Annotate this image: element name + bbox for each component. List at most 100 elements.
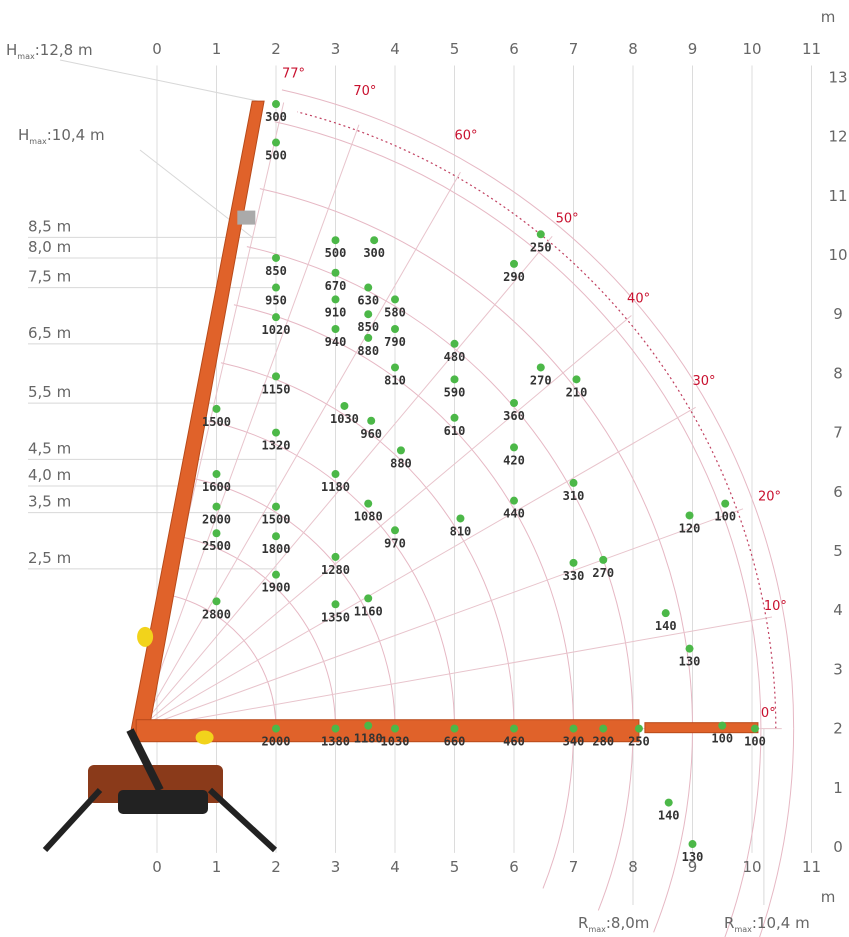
- load-point: [510, 443, 518, 452]
- load-points: 300 500 500 300 850 950 670 630 580 910 1020 850 940…: [202, 100, 766, 864]
- angle-label: 70°: [353, 84, 376, 99]
- radius-arc-lower: [724, 728, 762, 937]
- load-point: [272, 532, 280, 541]
- load-point: [364, 594, 373, 603]
- jib-extension: [644, 722, 759, 734]
- load-value: 420: [503, 453, 525, 467]
- x-tick-label-top: 3: [331, 40, 341, 58]
- load-point: [569, 558, 578, 567]
- load-point: [370, 236, 379, 245]
- height-label: 8,0 m: [28, 238, 71, 256]
- load-point: [510, 399, 518, 407]
- angle-label: 60°: [455, 129, 478, 144]
- angle-ray: [138, 236, 553, 729]
- load-value: 130: [682, 850, 704, 864]
- load-point: [634, 724, 643, 733]
- load-point: [367, 416, 376, 425]
- angle-label: 10°: [764, 599, 787, 614]
- load-value: 2500: [202, 539, 231, 553]
- load-point: [750, 724, 759, 733]
- load-value: 910: [325, 305, 347, 319]
- load-value: 850: [265, 264, 287, 278]
- hmax-label-1: Hmax:12,8 m: [6, 41, 93, 61]
- angle-label: 0°: [761, 706, 776, 721]
- load-point: [272, 138, 280, 147]
- load-point: [331, 236, 340, 245]
- load-value: 1800: [262, 542, 291, 556]
- load-value: 950: [265, 294, 287, 308]
- radius-arc: [274, 121, 762, 729]
- load-point: [340, 401, 349, 410]
- load-value: 280: [592, 735, 614, 749]
- load-value: 1350: [321, 610, 350, 624]
- height-label: 2,5 m: [28, 549, 71, 567]
- load-value: 100: [711, 732, 733, 746]
- load-value: 880: [390, 456, 412, 470]
- x-tick-label-top: 11: [802, 40, 821, 58]
- load-value: 140: [655, 619, 677, 633]
- load-value: 970: [384, 536, 406, 550]
- load-value: 1080: [354, 510, 383, 524]
- x-tick-label-bottom: 3: [331, 858, 341, 876]
- x-tick-label-bottom: 9: [688, 858, 698, 876]
- load-value: 270: [530, 373, 552, 387]
- load-value: 130: [679, 655, 701, 669]
- load-point: [364, 333, 373, 342]
- y-tick-label: 8: [833, 364, 843, 382]
- angle-label: 40°: [627, 291, 650, 306]
- x-tick-label-bottom: 6: [509, 858, 519, 876]
- radius-arc: [207, 420, 455, 729]
- load-value: 340: [563, 735, 585, 749]
- load-point: [272, 724, 280, 733]
- load-point: [536, 230, 545, 239]
- x-tick-label-bottom: 11: [802, 858, 821, 876]
- load-point: [272, 313, 280, 322]
- load-point: [688, 840, 697, 849]
- x-tick-label-top: 9: [688, 40, 698, 58]
- load-value: 210: [566, 385, 588, 399]
- load-value: 660: [444, 735, 466, 749]
- load-value: 460: [503, 735, 525, 749]
- load-point: [661, 609, 670, 618]
- x-tick-label-bottom: 7: [569, 858, 579, 876]
- y-tick-label: 4: [833, 601, 843, 619]
- rmax-label-1: Rmax:8,0m: [578, 914, 649, 934]
- load-value: 100: [714, 510, 736, 524]
- y-tick-label: 10: [828, 246, 847, 264]
- load-value: 140: [658, 809, 680, 823]
- load-value: 2000: [262, 735, 291, 749]
- angle-rays: [138, 102, 782, 730]
- height-labels: 8,5 m 8,0 m 7,5 m 6,5 m 5,5 m 4,5 m 4,0 m 3,5 m…: [28, 217, 71, 567]
- load-value: 940: [325, 335, 347, 349]
- radius-arc: [259, 188, 693, 729]
- angle-ray: [138, 508, 744, 730]
- height-label: 3,5 m: [28, 493, 71, 511]
- height-label: 5,5 m: [28, 383, 71, 401]
- hmax-guide-1: [59, 59, 259, 102]
- load-value: 100: [744, 735, 766, 749]
- load-point: [599, 724, 608, 733]
- yellow-marker-vertical: [137, 626, 154, 647]
- load-value: 1600: [202, 480, 231, 494]
- load-value: 250: [628, 735, 650, 749]
- y-tick-label: 3: [833, 660, 843, 678]
- load-value: 1320: [262, 439, 291, 453]
- load-point: [391, 724, 399, 733]
- angle-ray: [139, 616, 773, 730]
- load-point: [212, 404, 221, 413]
- load-point: [272, 283, 280, 292]
- load-point: [331, 325, 340, 333]
- load-value: 1280: [321, 563, 350, 577]
- load-point: [450, 724, 459, 733]
- x-tick-label-bottom: 0: [152, 858, 162, 876]
- load-value: 480: [444, 350, 466, 364]
- load-point: [456, 514, 465, 523]
- load-point: [391, 325, 399, 333]
- load-value: 880: [357, 344, 379, 358]
- load-point: [331, 600, 340, 609]
- load-point: [272, 372, 280, 381]
- load-value: 1180: [321, 480, 350, 494]
- radius-arc-lower: [653, 728, 693, 933]
- angle-label: 30°: [693, 374, 716, 389]
